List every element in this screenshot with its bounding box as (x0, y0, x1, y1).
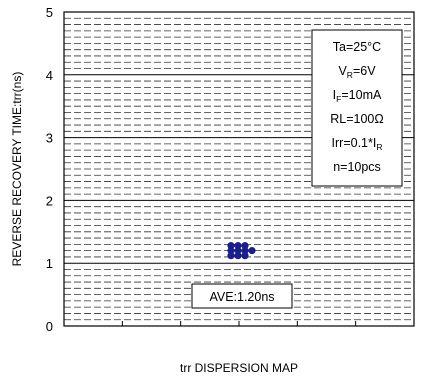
condition-temperature: Ta=25°C (333, 40, 381, 54)
average-box (191, 283, 293, 309)
y-tick-label: 3 (46, 131, 53, 146)
condition-sample-count: n=10pcs (333, 160, 381, 174)
condition-load-resistance: RL=100Ω (330, 112, 383, 126)
data-point (241, 247, 249, 255)
y-tick-label: 1 (46, 256, 53, 271)
condition-reverse-voltage: VR=6V (338, 64, 376, 80)
condition-irr: Irr=0.1*IR (332, 136, 383, 152)
data-points (227, 242, 256, 260)
data-point (234, 252, 242, 260)
plot-frame (63, 11, 415, 327)
conditions-box (311, 29, 403, 187)
data-point (234, 247, 242, 255)
condition-forward-current: IF=10mA (333, 88, 382, 104)
average-label: AVE:1.20ns (209, 290, 274, 304)
data-point (241, 242, 249, 250)
data-point (241, 252, 249, 260)
y-tick-label: 2 (46, 193, 53, 208)
data-point (234, 242, 242, 250)
y-tick-label: 0 (46, 319, 53, 334)
y-tick-label: 5 (46, 5, 53, 20)
y-tick-labels: 0 1 2 3 4 5 (46, 5, 53, 334)
x-axis-label: trr DISPERSION MAP (180, 361, 298, 375)
y-axis-label: REVERSE RECOVERY TIME:trr(ns) (10, 72, 24, 267)
y-tick-label: 4 (46, 68, 53, 83)
data-point (227, 252, 235, 260)
data-point (227, 242, 235, 250)
data-point (248, 247, 256, 255)
data-point (227, 247, 235, 255)
x-tick-marks (121, 321, 357, 326)
